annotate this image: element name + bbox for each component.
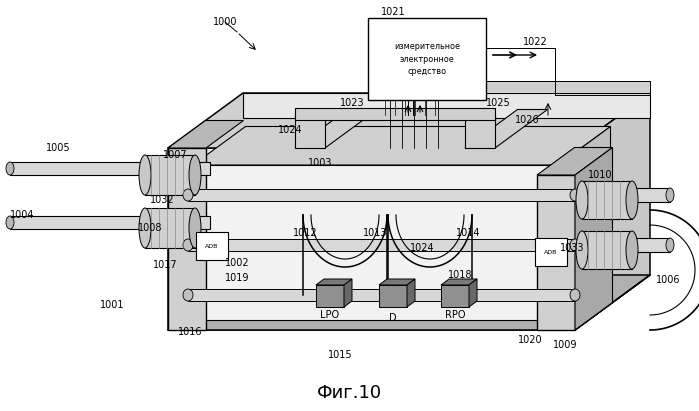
Polygon shape (168, 148, 206, 330)
Bar (196, 232, 228, 260)
Text: 1024: 1024 (410, 243, 434, 253)
Text: 1003: 1003 (308, 158, 332, 168)
Polygon shape (558, 127, 610, 320)
Text: LPO: LPO (320, 310, 340, 320)
Text: 1014: 1014 (456, 228, 480, 238)
Polygon shape (441, 279, 477, 285)
Text: ADB: ADB (206, 243, 219, 249)
Polygon shape (295, 108, 495, 120)
Polygon shape (582, 181, 632, 219)
Polygon shape (580, 188, 670, 202)
Polygon shape (344, 279, 352, 307)
Text: 1004: 1004 (10, 210, 34, 220)
Text: 1015: 1015 (328, 350, 352, 360)
Ellipse shape (139, 155, 151, 195)
Text: 1023: 1023 (340, 98, 364, 108)
Ellipse shape (189, 155, 201, 195)
Ellipse shape (576, 231, 588, 269)
Ellipse shape (666, 188, 674, 202)
Text: 1018: 1018 (448, 270, 473, 280)
Polygon shape (145, 208, 195, 248)
Polygon shape (379, 279, 415, 285)
Polygon shape (193, 127, 610, 165)
Polygon shape (145, 155, 195, 195)
Polygon shape (168, 120, 243, 148)
Polygon shape (537, 148, 612, 175)
Text: 1009: 1009 (553, 340, 577, 350)
Polygon shape (10, 216, 210, 229)
Ellipse shape (576, 181, 588, 219)
Polygon shape (575, 93, 650, 330)
Ellipse shape (6, 162, 14, 175)
Ellipse shape (183, 189, 193, 201)
Bar (188, 239, 575, 251)
Polygon shape (295, 115, 325, 148)
Text: 1021: 1021 (381, 7, 405, 17)
Text: 1017: 1017 (152, 260, 178, 270)
Polygon shape (168, 275, 650, 330)
Polygon shape (469, 279, 477, 307)
Ellipse shape (570, 239, 580, 251)
Ellipse shape (626, 181, 638, 219)
Text: 1008: 1008 (138, 223, 162, 233)
Ellipse shape (570, 289, 580, 301)
Text: 1013: 1013 (363, 228, 387, 238)
Text: 1025: 1025 (486, 98, 510, 108)
Polygon shape (460, 81, 650, 93)
Text: измерительное
электронное
средство: измерительное электронное средство (394, 42, 460, 76)
Text: 1032: 1032 (150, 195, 174, 205)
Text: 1033: 1033 (560, 243, 584, 253)
Polygon shape (193, 165, 558, 320)
Text: 1026: 1026 (514, 115, 540, 125)
Text: 1005: 1005 (45, 143, 71, 153)
Polygon shape (582, 231, 632, 269)
Text: 1019: 1019 (225, 273, 250, 283)
Polygon shape (580, 238, 670, 252)
Ellipse shape (626, 231, 638, 269)
Text: 1006: 1006 (656, 275, 680, 285)
Polygon shape (465, 115, 495, 148)
Polygon shape (168, 93, 650, 148)
Ellipse shape (189, 208, 201, 248)
Polygon shape (243, 93, 650, 118)
Polygon shape (10, 162, 210, 175)
Text: 1010: 1010 (588, 170, 612, 180)
Text: 1024: 1024 (278, 125, 302, 135)
Polygon shape (407, 279, 415, 307)
Ellipse shape (570, 189, 580, 201)
Ellipse shape (139, 208, 151, 248)
Bar (535, 238, 567, 266)
Polygon shape (537, 175, 575, 330)
Text: 1002: 1002 (224, 258, 250, 268)
Bar (188, 189, 575, 201)
Text: 1001: 1001 (100, 300, 124, 310)
Ellipse shape (183, 239, 193, 251)
Polygon shape (575, 148, 612, 330)
Bar (368, 18, 486, 100)
Text: 1020: 1020 (518, 335, 542, 345)
Text: 1007: 1007 (163, 150, 187, 160)
Polygon shape (168, 148, 575, 330)
Text: Фиг.10: Фиг.10 (317, 384, 382, 402)
Bar (188, 289, 575, 301)
Text: 1000: 1000 (212, 17, 237, 27)
Text: RPO: RPO (445, 310, 466, 320)
Text: D: D (389, 313, 397, 323)
Polygon shape (441, 285, 469, 307)
Polygon shape (316, 285, 344, 307)
Polygon shape (379, 285, 407, 307)
Ellipse shape (6, 216, 14, 229)
Text: 1022: 1022 (523, 37, 547, 47)
Text: ADB: ADB (545, 249, 558, 254)
Ellipse shape (183, 289, 193, 301)
Polygon shape (316, 279, 352, 285)
Text: 1012: 1012 (293, 228, 317, 238)
Text: 1016: 1016 (178, 327, 202, 337)
Polygon shape (295, 109, 377, 148)
Ellipse shape (666, 238, 674, 252)
Polygon shape (465, 109, 547, 148)
